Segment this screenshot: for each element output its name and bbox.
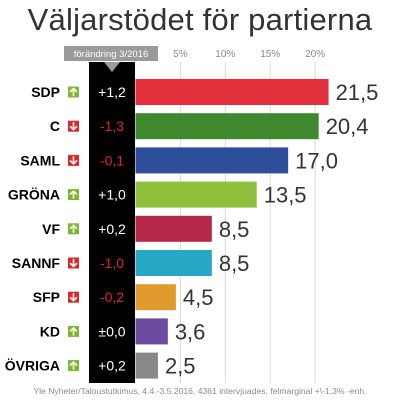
change-value: -1,3 — [100, 118, 124, 134]
category-label: SANNF — [12, 255, 61, 271]
x-tick-label: 15% — [260, 49, 280, 60]
change-column-background — [89, 62, 135, 383]
value-label: 8,5 — [219, 251, 250, 276]
value-label: 8,5 — [219, 217, 250, 242]
category-label: VF — [42, 221, 60, 237]
change-header-label: förändring 3/2016 — [74, 49, 148, 60]
category-label: C — [50, 118, 60, 134]
arrow-up-glyph — [69, 87, 78, 97]
chart-row: SFP -0,2 4,5 — [33, 284, 214, 311]
change-header-pointer — [104, 62, 120, 72]
change-value: -0,2 — [100, 289, 124, 305]
source-footnote: Yle Nyheter/Taloustutkimus, 4.4.-3.5.201… — [33, 386, 367, 396]
bar — [135, 181, 257, 208]
arrow-down-glyph — [69, 258, 78, 268]
change-value: +0,2 — [98, 358, 126, 374]
change-value: ±0,0 — [98, 323, 125, 339]
bar — [135, 113, 319, 140]
bar — [135, 352, 158, 379]
value-label: 4,5 — [183, 285, 214, 310]
bar — [135, 318, 168, 345]
chart-row: SDP +1,2 21,5 — [31, 79, 378, 105]
chart-row: VF +0,2 8,5 — [42, 215, 250, 242]
value-label: 21,5 — [336, 80, 379, 105]
chart-title: Väljarstödet för partierna — [27, 2, 373, 37]
change-value: +0,2 — [98, 221, 126, 237]
arrow-up-glyph — [69, 224, 78, 234]
x-tick-label: 20% — [305, 49, 325, 60]
value-label: 2,5 — [165, 354, 196, 379]
value-label: 13,5 — [264, 183, 307, 208]
bar — [135, 284, 176, 311]
x-axis-ticks: 5% 10% 15% 20% — [173, 49, 325, 60]
value-label: 17,0 — [295, 148, 338, 173]
change-header-tab — [64, 46, 158, 61]
chart-row: SAML -0,1 17,0 — [20, 147, 338, 174]
change-value: -1,0 — [100, 255, 124, 271]
change-value: +1,2 — [98, 84, 126, 100]
chart-rows: SDP +1,2 21,5 C -1,3 20,4 SAML -0,1 17,0 GRÖNA +1,… — [5, 79, 378, 379]
arrow-down-glyph — [69, 292, 78, 302]
chart-row: KD ±0,0 3,6 — [40, 318, 206, 345]
chart-row: SANNF -1,0 8,5 — [12, 250, 250, 276]
arrow-down-glyph — [69, 121, 78, 131]
category-label: ÖVRIGA — [5, 358, 60, 374]
bar — [135, 250, 212, 276]
bar — [135, 79, 329, 105]
x-tick-label: 5% — [173, 49, 188, 60]
arrow-up-glyph — [69, 361, 78, 370]
change-value: -0,1 — [100, 152, 124, 168]
category-label: SFP — [33, 289, 60, 305]
bar — [135, 147, 289, 174]
value-label: 3,6 — [175, 319, 206, 344]
arrow-up-glyph — [69, 190, 78, 199]
bar — [135, 215, 212, 242]
x-tick-label: 10% — [215, 49, 235, 60]
category-label: GRÖNA — [8, 187, 60, 203]
chart-row: ÖVRIGA +0,2 2,5 — [5, 352, 196, 379]
chart-row: C -1,3 20,4 — [50, 113, 369, 140]
arrow-up-glyph — [69, 327, 78, 336]
category-label: SDP — [31, 84, 60, 100]
category-label: SAML — [20, 152, 60, 168]
change-column: förändring 3/2016 — [64, 46, 158, 383]
value-label: 20,4 — [326, 114, 369, 139]
category-label: KD — [40, 323, 60, 339]
chart-row: GRÖNA +1,0 13,5 — [8, 181, 307, 208]
arrow-down-glyph — [69, 156, 78, 165]
change-value: +1,0 — [98, 187, 126, 203]
